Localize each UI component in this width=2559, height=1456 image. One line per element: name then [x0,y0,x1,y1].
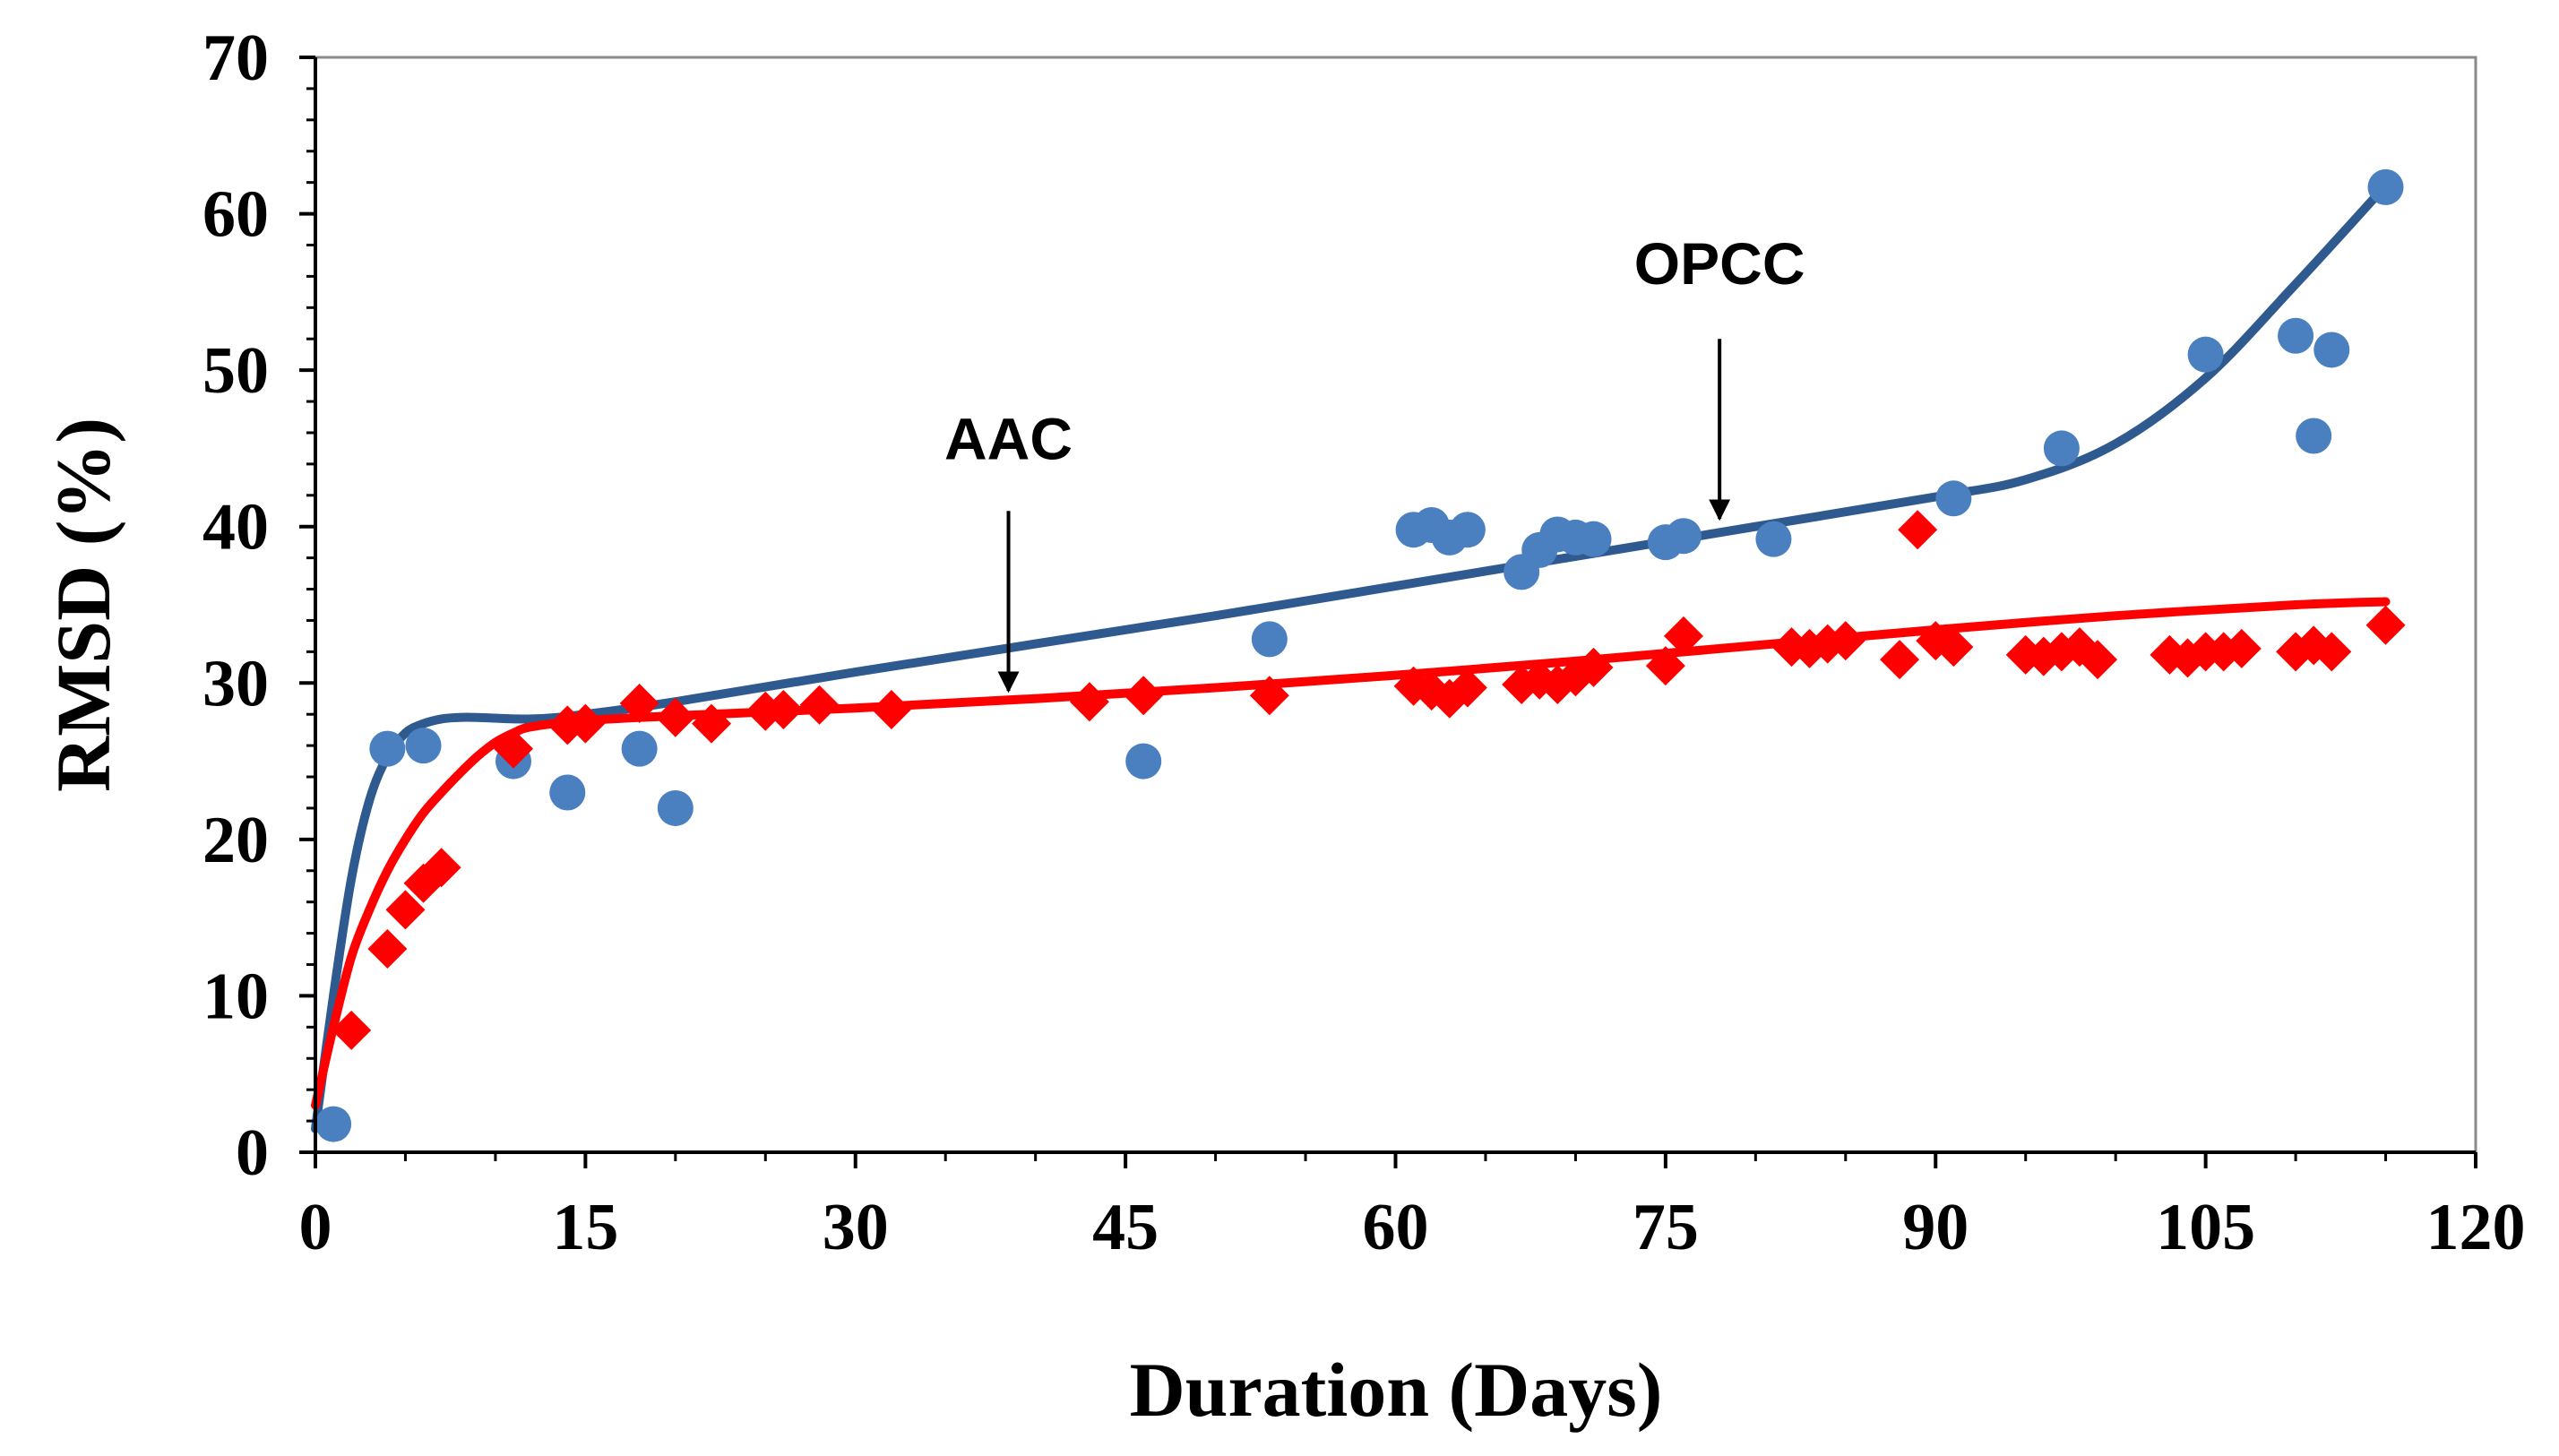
opcc-data-point [1935,480,1972,517]
opcc-data-point [1665,518,1702,555]
annotations: OPCC AAC [944,230,1805,694]
opcc-data-point [405,728,442,764]
aac-data-point [1447,668,1487,708]
aac-data-point [1645,646,1685,686]
aac-data-point [2078,640,2118,680]
x-tick-label: 120 [2426,1191,2526,1264]
x-tick-label: 0 [299,1191,332,1264]
y-axis-title: RMSD (%) [40,418,126,792]
plot-area [314,56,2477,1154]
aac-data-point [871,689,911,729]
aac-data-point [1934,627,1974,668]
opcc-data-point [2367,168,2404,205]
y-tick-label: 0 [236,1116,269,1190]
aac-data-point [332,1010,372,1050]
y-tick-label: 50 [202,334,269,408]
opcc-data-point [2043,430,2080,467]
x-tick-label: 105 [2156,1191,2255,1264]
opcc-annotation-label: OPCC [1634,230,1805,297]
x-tick-label: 30 [823,1191,889,1264]
opcc-data-point [2187,336,2224,373]
aac-data-point [2312,632,2352,672]
opcc-data-point [2278,317,2314,354]
y-tick-label: 20 [202,804,269,877]
opcc-data-point [2296,418,2332,454]
opcc-data-point [549,774,586,811]
aac-data-point [763,689,804,729]
aac-data-point [1249,676,1289,716]
aac-data-point [421,848,461,888]
data-markers [315,168,2406,1142]
x-tick-label: 15 [552,1191,618,1264]
opcc-data-point [315,1106,352,1142]
y-tick-label: 40 [202,491,269,564]
aac-data-point [565,703,606,744]
aac-annotation-label: AAC [944,406,1073,472]
aac-data-point [367,929,408,969]
opcc-data-point [1251,621,1288,658]
opcc-data-point [657,789,694,826]
aac-data-point [619,683,659,723]
aac-data-point [1880,640,1920,680]
aac-data-point [494,728,534,769]
opcc-data-point [1125,743,1162,780]
aac-data-point [2365,605,2406,645]
opcc-data-point [1575,521,1612,557]
x-tick-label: 60 [1363,1191,1429,1264]
y-tick-label: 70 [202,22,269,95]
aac-data-point [2221,628,2262,668]
opcc-data-point [1755,521,1792,557]
opcc-data-point [369,730,406,767]
x-axis-title: Duration (Days) [1130,1347,1663,1433]
aac-data-point [1124,676,1164,716]
aac-data-point [1898,510,1938,550]
x-tick-label: 75 [1633,1191,1699,1264]
opcc-data-point [621,730,658,767]
y-tick-label: 60 [202,178,269,252]
opcc-data-point [2313,332,2350,368]
aac-data-point [385,890,426,930]
opcc-data-point [1449,512,1486,548]
y-tick-label: 10 [202,960,269,1033]
aac-data-point [655,697,695,737]
aac-data-point [692,703,732,744]
axes: 0 15 30 45 60 75 90 105 120 0 10 20 30 40 50 60 70 [202,22,2526,1264]
y-tick-label: 30 [202,647,269,720]
aac-data-point [1825,621,1865,661]
aac-data-point [799,685,840,725]
x-tick-label: 45 [1092,1191,1159,1264]
aac-data-point [1573,647,1614,687]
aac-data-point [1663,616,1703,656]
aac-data-point [1069,682,1109,722]
x-tick-label: 90 [1902,1191,1969,1264]
